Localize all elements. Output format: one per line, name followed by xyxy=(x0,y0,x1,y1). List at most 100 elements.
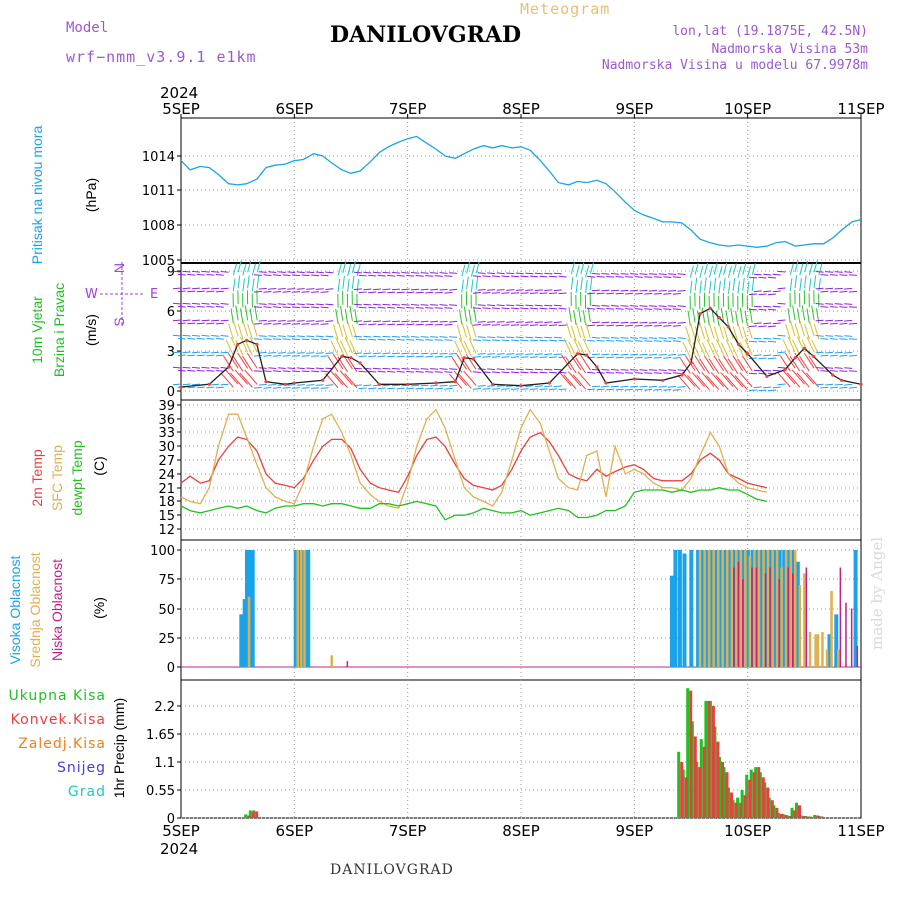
wind-arrow xyxy=(235,339,244,356)
wind-arrow xyxy=(763,354,772,357)
wind-arrow xyxy=(425,323,434,326)
wind-arrow xyxy=(753,354,762,357)
wind-arrow xyxy=(639,289,648,292)
wind-arrow xyxy=(244,339,253,356)
wind-arrow xyxy=(430,272,439,274)
wind-arrow xyxy=(668,305,677,307)
wind-arrow xyxy=(565,357,577,374)
wind-arrow xyxy=(296,367,305,370)
wind-arrow xyxy=(596,307,605,310)
wind-arrow xyxy=(685,326,691,342)
wind-arrow xyxy=(325,373,339,389)
wind-arrow xyxy=(644,292,653,295)
wind-arrow xyxy=(653,372,662,374)
wind-arrow xyxy=(291,291,301,293)
wind-unit-label: (m/s) xyxy=(83,314,99,346)
wind-arrow xyxy=(220,303,229,305)
wind-arrow xyxy=(253,306,262,308)
wind-arrow xyxy=(715,375,729,391)
wind-arrow xyxy=(539,371,548,374)
wind-arrow xyxy=(196,305,205,308)
cloud-bar-1 xyxy=(753,550,756,667)
wind-arrow xyxy=(629,305,639,307)
date-label-bottom: 6SEP xyxy=(276,822,314,840)
wind-arrow xyxy=(263,322,272,325)
cloud-bar-1 xyxy=(816,634,820,667)
ytick-label-temperature: 21 xyxy=(158,482,175,497)
wind-arrow xyxy=(720,372,734,388)
wind-arrow xyxy=(539,388,548,390)
wind-arrow xyxy=(477,304,486,307)
wind-arrow xyxy=(368,338,377,341)
wind-arrow xyxy=(787,336,796,353)
wind-arrow xyxy=(306,303,315,306)
wind-arrow xyxy=(699,358,710,374)
wind-arrow xyxy=(839,370,848,372)
wind-arrow xyxy=(439,272,448,274)
cloud-bar-2 xyxy=(755,567,758,667)
precip-bar-0 xyxy=(772,805,776,818)
wind-arrow xyxy=(529,275,539,278)
wind-arrow xyxy=(296,288,305,290)
wind-arrow xyxy=(439,288,448,291)
wind-arrow xyxy=(725,339,734,355)
wind-arrow xyxy=(415,339,424,341)
wind-arrow xyxy=(777,383,786,386)
wind-arrow xyxy=(501,324,510,326)
wind-arrow xyxy=(789,263,794,276)
wind-arrow xyxy=(358,387,367,390)
wind-arrow xyxy=(201,334,210,337)
wind-arrow xyxy=(727,280,731,294)
wind-arrow xyxy=(753,337,762,340)
compass-n: N xyxy=(111,263,127,273)
ytick-label-temperature: 33 xyxy=(158,426,175,441)
wind-arrow xyxy=(192,302,201,305)
wind-arrow xyxy=(325,271,334,274)
wind-arrow xyxy=(753,322,762,325)
wind-arrow xyxy=(848,322,857,325)
wind-arrow xyxy=(553,353,562,356)
wind-arrow xyxy=(211,383,220,386)
wind-arrow xyxy=(434,323,443,326)
wind-arrow xyxy=(716,339,725,355)
wind-arrow xyxy=(663,356,672,359)
wind-arrow xyxy=(672,340,681,343)
wind-arrow xyxy=(340,305,344,321)
ytick-label-precipitation: 0.55 xyxy=(146,784,175,799)
wind-arrow xyxy=(454,340,463,357)
wind-arrow xyxy=(620,353,629,356)
compass-s: S xyxy=(111,317,127,326)
wind-arrow xyxy=(439,352,448,355)
wind-arrow xyxy=(201,287,210,290)
wind-arrow xyxy=(296,352,305,354)
wind-arrow xyxy=(544,385,553,388)
wind-arrow xyxy=(763,369,772,372)
wind-arrow xyxy=(363,384,372,387)
wind-arrow xyxy=(401,272,410,274)
wind-arrow xyxy=(268,351,277,354)
wind-arrow xyxy=(718,323,725,339)
cloud-bar-1 xyxy=(766,550,770,667)
wind-arrow xyxy=(477,321,486,323)
pressure-line xyxy=(180,135,862,248)
wind-arrow xyxy=(549,275,558,278)
wind-arrow xyxy=(306,352,315,354)
ytick-label-temperature: 18 xyxy=(158,495,175,510)
wind-arrow xyxy=(696,374,710,390)
wind-arrow xyxy=(708,358,720,374)
wind-arrow xyxy=(789,355,801,372)
precip-bar-1 xyxy=(757,767,761,818)
wind-arrow xyxy=(585,322,591,339)
precip-bar-1 xyxy=(770,800,774,818)
precip-bar-0 xyxy=(677,751,681,818)
wind-arrow xyxy=(470,322,477,338)
wind-arrow xyxy=(320,323,329,325)
wind-speed-point xyxy=(726,325,731,329)
wind-arrow xyxy=(425,275,434,277)
date-label-top: 7SEP xyxy=(389,100,427,118)
wind-arrow xyxy=(311,355,320,357)
precip-bar-1 xyxy=(734,802,738,818)
wind-arrow xyxy=(829,370,838,372)
wind-arrow xyxy=(347,321,353,338)
wind-arrow xyxy=(741,355,753,372)
